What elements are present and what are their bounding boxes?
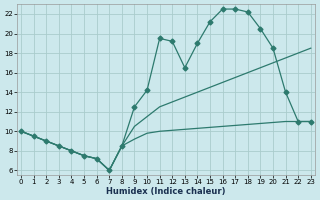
X-axis label: Humidex (Indice chaleur): Humidex (Indice chaleur) — [106, 187, 226, 196]
